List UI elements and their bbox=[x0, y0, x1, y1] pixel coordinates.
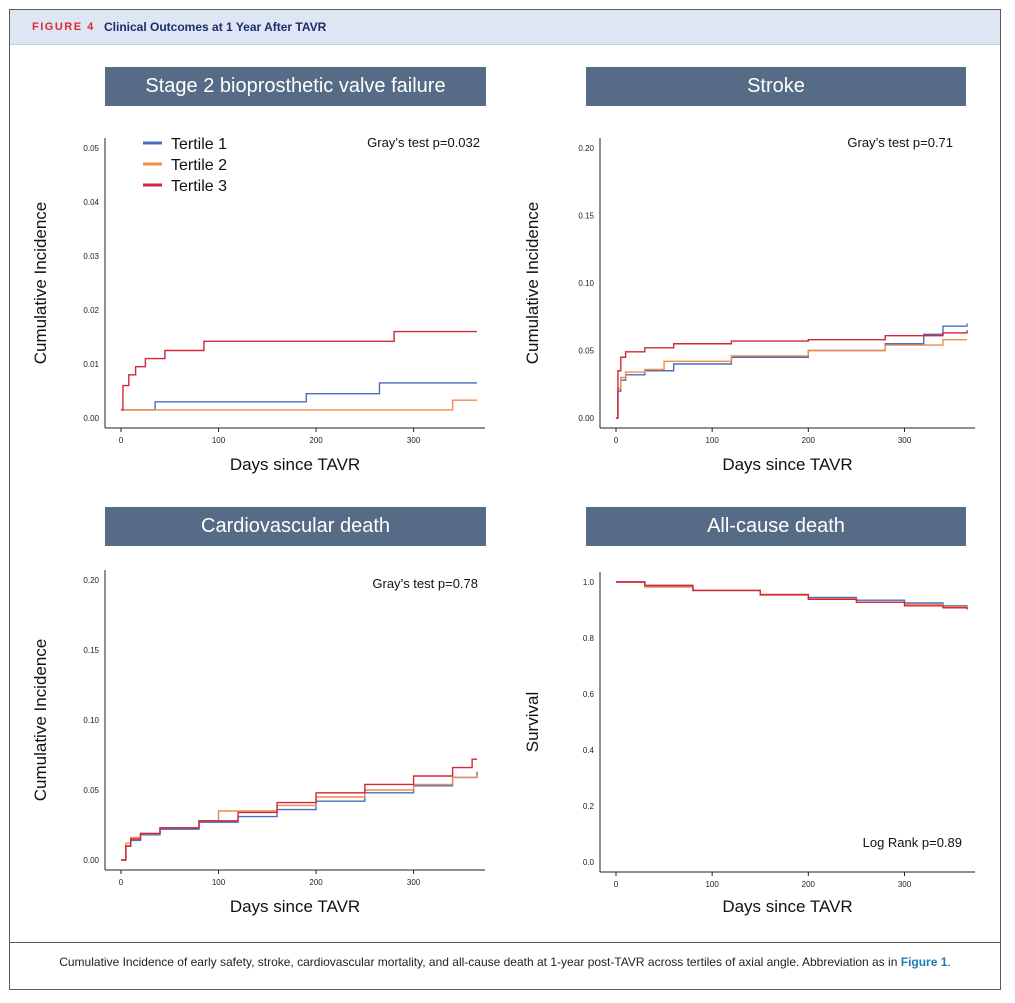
x-tick-label: 300 bbox=[407, 436, 421, 445]
y-axis-title: Cumulative Incidence bbox=[523, 202, 542, 365]
x-tick-label: 300 bbox=[898, 880, 912, 889]
x-axis-title: Days since TAVR bbox=[230, 455, 360, 474]
x-tick-label: 200 bbox=[802, 436, 816, 445]
y-tick-label: 0.0 bbox=[583, 858, 595, 867]
y-tick-label: 0.4 bbox=[583, 746, 595, 755]
y-tick-label: 0.15 bbox=[83, 646, 99, 655]
y-tick-label: 0.00 bbox=[83, 856, 99, 865]
panel-title-cv-death: Cardiovascular death bbox=[105, 507, 486, 546]
series-line-tertile-3 bbox=[121, 758, 477, 861]
series-line-tertile-3 bbox=[121, 330, 477, 411]
figure-header: FIGURE 4 Clinical Outcomes at 1 Year Aft… bbox=[10, 10, 1000, 45]
figure-title: Clinical Outcomes at 1 Year After TAVR bbox=[104, 20, 327, 34]
x-axis-title: Days since TAVR bbox=[722, 455, 852, 474]
y-tick-label: 0.10 bbox=[578, 279, 594, 288]
series-line-tertile-2 bbox=[121, 774, 478, 861]
y-tick-label: 0.05 bbox=[83, 144, 99, 153]
y-axis-title: Survival bbox=[523, 692, 542, 752]
caption-figure-link[interactable]: Figure 1 bbox=[900, 955, 948, 969]
panel-title-all-cause-death: All-cause death bbox=[586, 507, 966, 546]
y-axis-title: Cumulative Incidence bbox=[31, 202, 50, 365]
legend-label: Tertile 3 bbox=[171, 178, 227, 195]
figure-label: FIGURE 4 bbox=[32, 21, 95, 33]
x-tick-label: 200 bbox=[309, 878, 323, 887]
caption-end: . bbox=[947, 955, 951, 969]
figure-caption: Cumulative Incidence of early safety, st… bbox=[10, 955, 1000, 969]
x-tick-label: 0 bbox=[614, 880, 619, 889]
y-tick-label: 0.10 bbox=[83, 716, 99, 725]
y-tick-label: 0.03 bbox=[83, 252, 99, 261]
x-tick-label: 200 bbox=[309, 436, 323, 445]
x-tick-label: 300 bbox=[898, 436, 912, 445]
series-line-tertile-1 bbox=[616, 323, 968, 419]
y-tick-label: 0.6 bbox=[583, 690, 595, 699]
p-value-annotation: Gray’s test p=0.78 bbox=[372, 576, 478, 591]
x-tick-label: 100 bbox=[212, 436, 226, 445]
y-tick-label: 0.8 bbox=[583, 634, 595, 643]
caption-divider bbox=[10, 942, 1000, 943]
figure-frame: FIGURE 4 Clinical Outcomes at 1 Year Aft… bbox=[9, 9, 1001, 990]
y-tick-label: 0.00 bbox=[578, 414, 594, 423]
x-tick-label: 100 bbox=[705, 436, 719, 445]
caption-text: Cumulative Incidence of early safety, st… bbox=[59, 955, 901, 969]
x-tick-label: 100 bbox=[705, 880, 719, 889]
x-tick-label: 0 bbox=[614, 436, 619, 445]
panel-title-stroke: Stroke bbox=[586, 67, 966, 106]
series-line-tertile-3 bbox=[616, 581, 968, 610]
x-tick-label: 0 bbox=[119, 436, 124, 445]
panel-title-valve-failure: Stage 2 bioprosthetic valve failure bbox=[105, 67, 486, 106]
x-tick-label: 200 bbox=[802, 880, 816, 889]
x-axis-title: Days since TAVR bbox=[230, 897, 360, 916]
series-line-tertile-2 bbox=[616, 339, 967, 419]
legend-label: Tertile 1 bbox=[171, 136, 227, 153]
y-axis-title: Cumulative Incidence bbox=[31, 639, 50, 802]
y-tick-label: 0.15 bbox=[578, 212, 594, 221]
x-tick-label: 0 bbox=[119, 878, 124, 887]
x-tick-label: 100 bbox=[212, 878, 226, 887]
series-line-tertile-1 bbox=[121, 382, 477, 411]
y-tick-label: 0.05 bbox=[83, 786, 99, 795]
p-value-annotation: Gray’s test p=0.71 bbox=[847, 135, 953, 150]
y-tick-label: 0.02 bbox=[83, 306, 99, 315]
p-value-annotation: Log Rank p=0.89 bbox=[863, 835, 962, 850]
series-line-tertile-2 bbox=[121, 399, 477, 411]
y-tick-label: 0.00 bbox=[83, 414, 99, 423]
series-line-tertile-3 bbox=[616, 330, 968, 419]
x-axis-title: Days since TAVR bbox=[722, 897, 852, 916]
y-tick-label: 0.20 bbox=[83, 576, 99, 585]
y-tick-label: 0.05 bbox=[578, 347, 594, 356]
y-tick-label: 0.04 bbox=[83, 198, 99, 207]
p-value-annotation: Gray’s test p=0.032 bbox=[367, 135, 480, 150]
x-tick-label: 300 bbox=[407, 878, 421, 887]
legend-label: Tertile 2 bbox=[171, 157, 227, 174]
y-tick-label: 0.01 bbox=[83, 360, 99, 369]
y-tick-label: 0.20 bbox=[578, 144, 594, 153]
y-tick-label: 1.0 bbox=[583, 578, 595, 587]
y-tick-label: 0.2 bbox=[583, 802, 595, 811]
